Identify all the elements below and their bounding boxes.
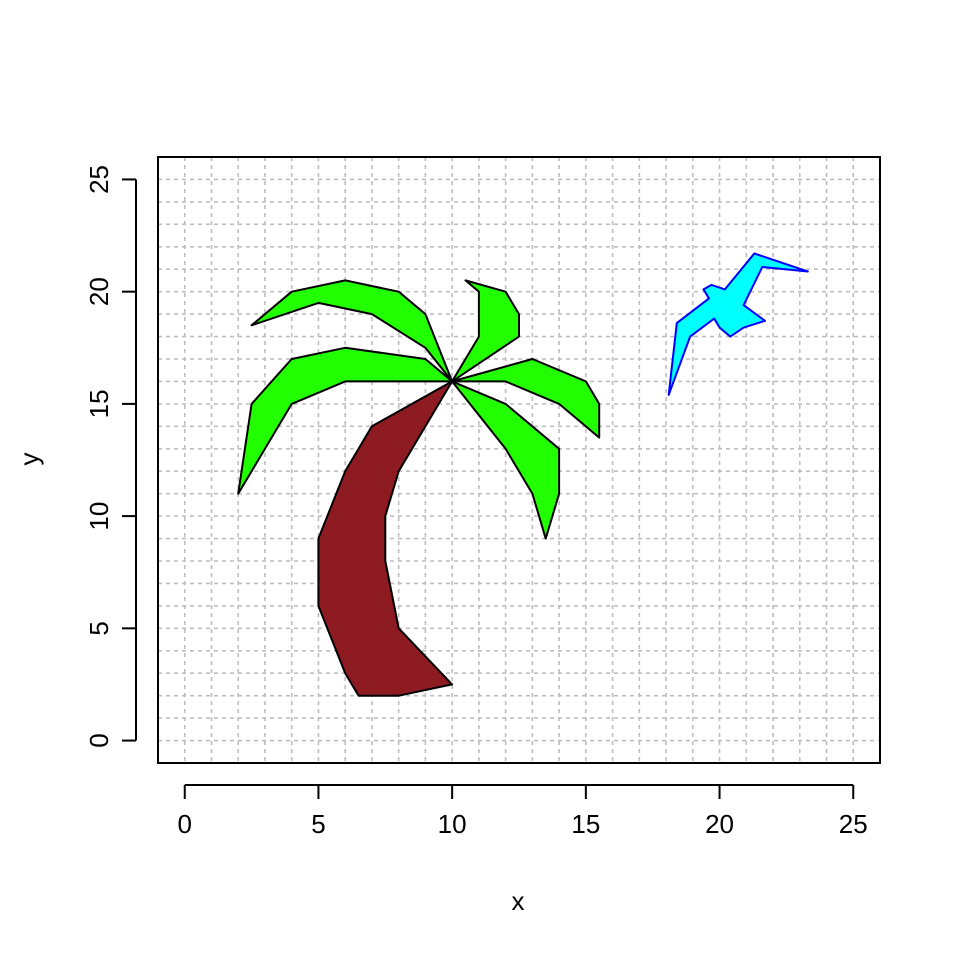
- leaf-polygon-5: [451, 380, 561, 540]
- y-tick-label: 0: [84, 733, 114, 747]
- plot-frame: [157, 156, 881, 764]
- trunk-polygon-0: [317, 380, 454, 697]
- leaf-polygon-3: [451, 279, 520, 383]
- leaf-polygon-1: [250, 279, 454, 383]
- leaf-polygon-2: [237, 346, 454, 495]
- x-axis: 0 5 10 15 20 25: [178, 784, 868, 839]
- y-axis-label: y: [14, 453, 44, 466]
- drawing-shapes: [237, 252, 809, 697]
- y-tick-label: 10: [84, 502, 114, 531]
- x-tick-label: 0: [178, 809, 192, 839]
- y-tick-label: 25: [84, 165, 114, 194]
- leaf-polygon-4: [451, 358, 601, 439]
- x-tick-label: 5: [311, 809, 325, 839]
- x-tick-label: 25: [839, 809, 868, 839]
- y-tick-label: 20: [84, 277, 114, 306]
- bird-polygon-6: [667, 252, 809, 396]
- x-tick-label: 20: [705, 809, 734, 839]
- x-axis-label: x: [512, 886, 525, 916]
- x-tick-label: 15: [571, 809, 600, 839]
- y-tick-label: 15: [84, 389, 114, 418]
- x-tick-label: 10: [438, 809, 467, 839]
- y-axis: 0 5 10 15 20 25: [84, 165, 137, 748]
- y-tick-label: 5: [84, 621, 114, 635]
